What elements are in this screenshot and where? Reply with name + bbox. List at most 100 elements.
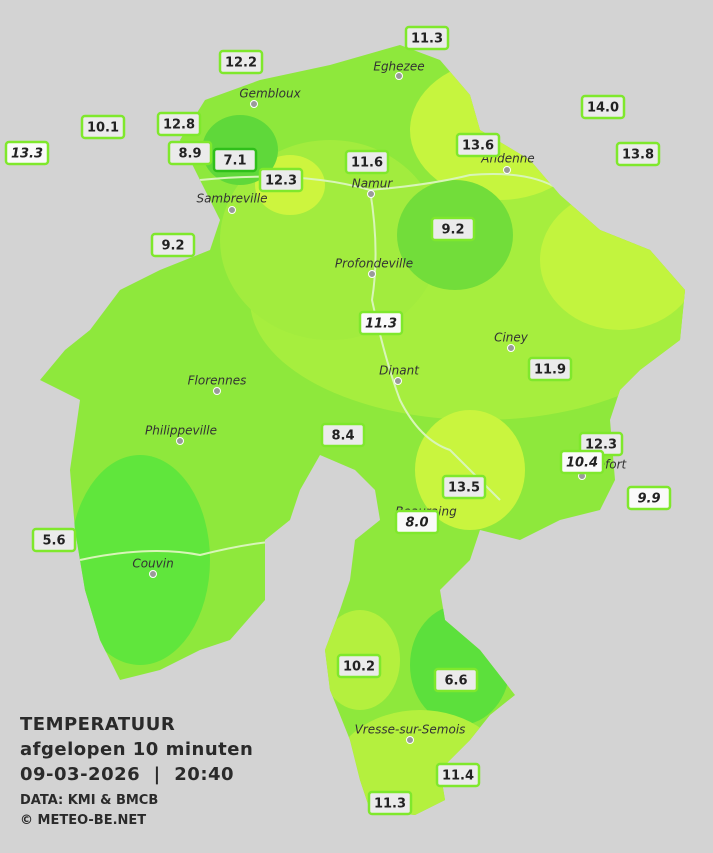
place-dot: [149, 570, 157, 578]
place-label: Dinant: [379, 364, 420, 378]
station-value: 13.3: [11, 147, 43, 162]
station-box: [258, 167, 304, 193]
station-box: [80, 114, 126, 140]
station-box: [156, 111, 202, 137]
subtitle: afgelopen 10 minuten: [20, 739, 253, 760]
station-value: 6.6: [444, 674, 467, 689]
place-label: Vresse-sur-Semois: [355, 723, 466, 737]
station-value: 11.4: [442, 769, 474, 784]
station-value: 9.9: [637, 492, 660, 507]
station-box: [167, 140, 213, 166]
place-label: Profondeville: [335, 257, 413, 271]
place-dot: [507, 344, 515, 352]
station-box: [441, 474, 487, 500]
station: 10.1: [80, 114, 126, 140]
stations: 11.3 12.2 14.0 10.1 12.8 13.3 8.9 7.1 13.6 13.8 11…: [4, 25, 672, 816]
place-dot: [406, 736, 414, 744]
station-value: 10.2: [343, 660, 375, 675]
station-box: [344, 149, 390, 175]
river: [369, 189, 501, 501]
station-value: 13.5: [448, 481, 480, 496]
place-label: Sambreville: [196, 192, 267, 206]
station-box: [559, 449, 605, 475]
source: DATA: KMI & BMCB: [20, 793, 158, 808]
station-box: [320, 422, 366, 448]
station-box: [218, 49, 264, 75]
field-zone: [330, 710, 510, 815]
station-box: [626, 485, 672, 511]
place-label: Gembloux: [239, 87, 301, 101]
station-box: [580, 94, 626, 120]
station: 9.2: [430, 216, 476, 242]
station: 8.0: [394, 509, 440, 535]
station: 9.9: [626, 485, 672, 511]
station-value: 12.8: [163, 118, 195, 133]
place-dot: [395, 72, 403, 80]
station: 10.4: [559, 449, 605, 475]
station-value: 12.3: [585, 438, 617, 453]
station-box: [150, 232, 196, 258]
station-value: 9.2: [441, 223, 464, 238]
station-value: 11.3: [374, 797, 406, 812]
station-value: 12.2: [225, 56, 257, 71]
station-value: 14.0: [587, 101, 619, 116]
place-dot: [503, 166, 511, 174]
station-box: [430, 216, 476, 242]
station-value: 13.8: [622, 148, 654, 163]
place-dot: [367, 190, 375, 198]
station-box: [615, 141, 661, 167]
place-label: Philippeville: [145, 424, 217, 438]
station-box: [394, 509, 440, 535]
station: 13.3: [4, 140, 50, 166]
title: TEMPERATUUR: [20, 714, 175, 735]
station: 7.1: [212, 147, 258, 173]
station-value: 11.9: [534, 363, 566, 378]
station-box: [435, 762, 481, 788]
station: 12.3: [578, 431, 624, 457]
field-zone: [70, 455, 210, 665]
station: 11.9: [527, 356, 573, 382]
station: 5.6: [31, 527, 77, 553]
station: 11.4: [435, 762, 481, 788]
station: 11.3: [404, 25, 450, 51]
station-value: 9.2: [161, 239, 184, 254]
station-value: 11.6: [351, 156, 383, 171]
place-dot: [228, 206, 236, 214]
station-value: 13.6: [462, 139, 494, 154]
station: 13.8: [615, 141, 661, 167]
station-value: 8.4: [331, 429, 354, 444]
station-box: [212, 147, 258, 173]
station: 11.3: [358, 310, 404, 336]
station: 13.5: [441, 474, 487, 500]
station: 9.2: [150, 232, 196, 258]
station-box: [433, 667, 479, 693]
station-value: 11.3: [365, 317, 397, 332]
station-value: 10.1: [87, 121, 119, 136]
copyright: © METEO-BE.NET: [20, 813, 146, 828]
station-value: 10.4: [566, 456, 598, 471]
place-label: Eghezee: [373, 60, 424, 74]
station-box: [527, 356, 573, 382]
station-box: [31, 527, 77, 553]
place-label: Couvin: [132, 557, 173, 571]
station-box: [455, 132, 501, 158]
place-dot: [394, 377, 402, 385]
place-dot: [213, 387, 221, 395]
station-box: [4, 140, 50, 166]
place-label: Ciney: [494, 331, 529, 345]
station: 12.2: [218, 49, 264, 75]
station: 11.3: [367, 790, 413, 816]
station: 11.6: [344, 149, 390, 175]
station: 6.6: [433, 667, 479, 693]
station: 12.8: [156, 111, 202, 137]
place-dot: [250, 100, 258, 108]
station-value: 11.3: [411, 32, 443, 47]
station: 12.3: [258, 167, 304, 193]
station-value: 12.3: [265, 174, 297, 189]
station: 8.4: [320, 422, 366, 448]
places: EghezeeGemblouxAndenneNamurSambrevillePr…: [132, 60, 628, 744]
place-label: Namur: [352, 177, 394, 191]
station-value: 7.1: [223, 154, 246, 169]
place-dot: [176, 437, 184, 445]
